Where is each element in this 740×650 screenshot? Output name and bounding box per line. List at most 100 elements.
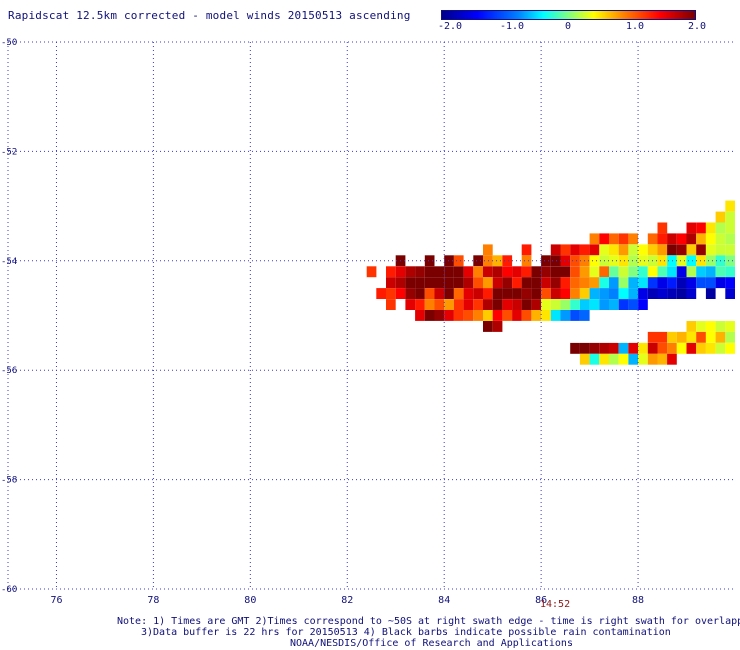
wind-difference-cell (444, 277, 454, 289)
wind-difference-cell (657, 222, 668, 234)
wind-difference-cell (473, 299, 483, 310)
wind-difference-cell (560, 255, 571, 267)
wind-difference-cell (502, 310, 513, 321)
wind-difference-cell (647, 331, 658, 343)
wind-difference-cell (599, 244, 609, 256)
wind-difference-cell (686, 342, 697, 354)
wind-difference-cell (667, 233, 677, 245)
wind-difference-cell (570, 288, 580, 299)
wind-difference-cell (628, 342, 639, 354)
wind-difference-cell (434, 277, 445, 289)
wind-difference-cell (589, 299, 600, 310)
wind-difference-cell (579, 353, 590, 365)
wind-difference-cell (386, 288, 396, 299)
colorbar-tick-label: 1.0 (625, 21, 645, 32)
wind-difference-cell (570, 342, 580, 354)
colorbar-tick-label: 2.0 (687, 21, 707, 32)
wind-difference-cell (483, 288, 493, 299)
wind-difference-cell (715, 321, 726, 332)
wind-difference-cell (492, 266, 503, 278)
wind-difference-cell (676, 277, 687, 289)
wind-difference-cell (434, 266, 445, 278)
wind-difference-cell (657, 277, 668, 289)
wind-difference-cell (483, 255, 493, 267)
wind-difference-cell (696, 321, 706, 332)
wind-difference-cell (647, 266, 658, 278)
wind-difference-cell (667, 288, 677, 299)
wind-difference-cell (521, 288, 532, 299)
wind-difference-cell (725, 211, 735, 223)
wind-difference-cell (705, 342, 716, 354)
wind-difference-cell (589, 233, 600, 245)
wind-difference-cell (434, 310, 445, 321)
wind-difference-cell (618, 277, 629, 289)
wind-difference-cell (560, 266, 571, 278)
latitude-tick-label: -52 (1, 147, 17, 157)
wind-difference-cell (696, 266, 706, 278)
wind-difference-cell (618, 266, 629, 278)
wind-difference-cell (424, 288, 435, 299)
wind-difference-cell (667, 353, 677, 365)
wind-difference-cell (609, 255, 619, 267)
wind-difference-cell (618, 233, 629, 245)
wind-difference-cell (473, 255, 483, 267)
wind-difference-cell (628, 299, 639, 310)
wind-difference-cell (415, 266, 425, 278)
wind-difference-cell (453, 310, 464, 321)
wind-difference-cell (725, 255, 735, 267)
wind-difference-cell (589, 353, 600, 365)
wind-difference-cell (657, 255, 668, 267)
wind-difference-cell (444, 255, 454, 267)
wind-difference-cell (686, 222, 697, 234)
wind-difference-cell (579, 299, 590, 310)
wind-difference-cell (483, 310, 493, 321)
wind-difference-cell (599, 299, 609, 310)
wind-difference-cell (512, 277, 522, 289)
wind-difference-cell (395, 266, 406, 278)
wind-difference-cell (424, 299, 435, 310)
wind-difference-cell (579, 342, 590, 354)
longitude-tick-label: 84 (438, 595, 450, 606)
wind-difference-cell (686, 331, 697, 343)
wind-difference-cell (657, 353, 668, 365)
wind-difference-cell (550, 299, 561, 310)
wind-difference-cell (463, 299, 474, 310)
wind-difference-cell (686, 288, 697, 299)
wind-difference-cell (609, 288, 619, 299)
wind-difference-cell (686, 244, 697, 256)
wind-difference-cell (609, 277, 619, 289)
wind-difference-cell (541, 277, 551, 289)
note-line: NOAA/NESDIS/Office of Research and Appli… (290, 638, 573, 649)
wind-difference-cell (502, 255, 513, 267)
wind-difference-cell (725, 222, 735, 234)
wind-difference-cell (463, 277, 474, 289)
wind-difference-cell (570, 299, 580, 310)
wind-difference-cell (628, 255, 639, 267)
wind-difference-cell (473, 277, 483, 289)
wind-difference-cell (415, 299, 425, 310)
wind-difference-cell (405, 266, 416, 278)
wind-difference-cell (618, 255, 629, 267)
wind-difference-cell (492, 310, 503, 321)
wind-difference-cell (579, 277, 590, 289)
wind-difference-cell (696, 233, 706, 245)
wind-difference-cell (492, 288, 503, 299)
wind-difference-cell (599, 353, 609, 365)
wind-difference-cell (386, 299, 396, 310)
wind-difference-cell (589, 244, 600, 256)
wind-difference-cell (386, 277, 396, 289)
wind-difference-cell (628, 277, 639, 289)
wind-difference-cell (599, 288, 609, 299)
wind-difference-cell (560, 277, 571, 289)
wind-difference-cell (453, 277, 464, 289)
wind-difference-cell (366, 266, 377, 278)
wind-difference-cell (696, 244, 706, 256)
wind-difference-cell (705, 277, 716, 289)
wind-difference-cell (725, 200, 735, 212)
wind-difference-cell (560, 288, 571, 299)
wind-difference-cell (570, 266, 580, 278)
wind-difference-cell (579, 244, 590, 256)
wind-difference-cell (638, 299, 648, 310)
wind-difference-cell (657, 244, 668, 256)
wind-difference-cell (483, 321, 493, 332)
